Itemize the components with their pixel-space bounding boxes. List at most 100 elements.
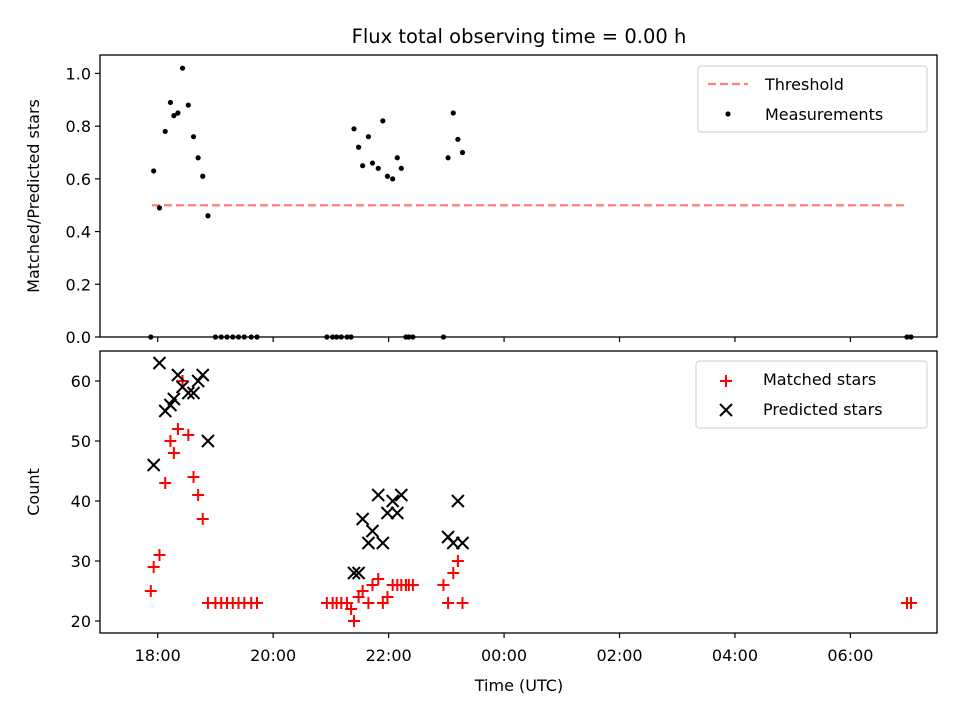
- measurement-point: [171, 113, 177, 119]
- matched-star-point: [372, 573, 385, 585]
- predicted-star-point: [167, 392, 181, 406]
- predicted-star-point: [146, 458, 161, 472]
- measurement-point: [445, 155, 451, 161]
- predicted-star-point: [380, 506, 395, 520]
- ratio-x-ticks: [157, 337, 852, 342]
- measurement-point: [185, 102, 191, 108]
- predicted-star-point: [376, 536, 390, 550]
- matched-star-point: [451, 555, 464, 567]
- time-x-tick-label: 22:00: [366, 646, 412, 665]
- measurement-point: [195, 155, 201, 161]
- matched-star-point: [356, 585, 369, 597]
- time-x-tick-label: 20:00: [250, 646, 296, 665]
- matched-star-point: [164, 435, 177, 447]
- predicted-star-point: [390, 506, 404, 520]
- predicted-stars-points: [146, 356, 470, 580]
- ratio-legend-box: [697, 65, 928, 133]
- count-y-tick-label: 60: [71, 372, 91, 391]
- legend-matched-swatch: [720, 375, 732, 387]
- measurement-point: [394, 155, 400, 161]
- matched-star-point: [456, 597, 469, 609]
- measurement-point: [365, 134, 372, 140]
- matched-star-point: [447, 567, 460, 579]
- matched-stars-points: [144, 375, 918, 627]
- predicted-star-point: [181, 386, 196, 400]
- time-x-tick-label: 00:00: [481, 646, 527, 665]
- measurement-point: [398, 165, 404, 171]
- count-panel: 20 30 40 50 60 18:00 20:00 22:00 00:00 02:00 04:0…: [24, 350, 938, 695]
- time-x-tick-label: 18:00: [135, 646, 181, 665]
- legend-predicted-swatch: [719, 403, 733, 417]
- matched-star-point: [366, 579, 379, 591]
- matched-star-point: [251, 597, 264, 609]
- matched-star-point: [192, 489, 205, 501]
- legend-predicted-label: Predicted stars: [763, 400, 883, 419]
- measurement-point: [175, 110, 181, 116]
- matched-star-point: [159, 477, 172, 489]
- measurement-point: [459, 149, 466, 156]
- count-y-ticks: 20 30 40 50 60: [71, 372, 100, 631]
- ratio-y-axis-label: Matched/Predicted stars: [24, 99, 43, 293]
- measurement-point: [167, 99, 174, 106]
- ratio-y-tick-label: 0.4: [66, 223, 91, 242]
- time-x-tick-label: 06:00: [827, 646, 873, 665]
- measurement-point: [360, 163, 366, 169]
- measurement-point: [351, 126, 357, 132]
- measurement-point: [156, 205, 163, 211]
- ratio-y-tick-label: 1.0: [66, 64, 91, 83]
- legend-measurements-label: Measurements: [765, 105, 883, 124]
- measurement-point: [390, 176, 396, 182]
- legend-matched-label: Matched stars: [763, 370, 876, 389]
- predicted-star-point: [163, 398, 178, 412]
- measurement-point: [375, 165, 381, 171]
- measurement-point: [179, 65, 186, 71]
- count-y-tick-label: 20: [71, 612, 91, 631]
- matched-star-point: [362, 597, 375, 609]
- matched-star-point: [182, 429, 195, 441]
- measurement-point: [200, 173, 206, 179]
- ratio-axes-frame: [99, 54, 938, 338]
- predicted-star-point: [365, 524, 380, 538]
- measurement-point: [380, 118, 386, 124]
- measurement-point: [455, 136, 461, 142]
- matched-star-point: [153, 549, 166, 561]
- ratio-y-tick-label: 0.2: [66, 275, 91, 294]
- count-axes-frame: [99, 350, 938, 634]
- measurement-point: [369, 160, 376, 166]
- time-x-tick-label: 02:00: [596, 646, 642, 665]
- matched-star-point: [187, 471, 200, 483]
- predicted-star-point: [361, 536, 376, 550]
- count-y-tick-label: 30: [71, 552, 91, 571]
- matched-star-point: [144, 585, 157, 597]
- predicted-star-point: [394, 488, 409, 502]
- predicted-star-point: [347, 566, 361, 580]
- predicted-star-point: [196, 368, 210, 382]
- legend-measurements-swatch: [725, 111, 731, 117]
- predicted-star-point: [152, 356, 167, 370]
- ratio-y-tick-label: 0.0: [66, 328, 91, 347]
- measurement-point: [162, 128, 168, 135]
- chart-title: Flux total observing time = 0.00 h: [352, 25, 687, 48]
- matched-star-point: [147, 561, 160, 573]
- measurement-point: [450, 110, 456, 116]
- count-x-ticks: 18:00 20:00 22:00 00:00 02:00 04:00 06:00: [135, 633, 873, 665]
- count-legend: Matched stars Predicted stars: [695, 360, 928, 429]
- predicted-star-point: [351, 566, 366, 580]
- predicted-star-point: [385, 494, 400, 508]
- measurement-point: [151, 168, 157, 174]
- measurement-point: [190, 134, 197, 140]
- measurement-point: [205, 213, 211, 219]
- measurement-point: [356, 144, 362, 150]
- predicted-star-point: [451, 494, 465, 508]
- predicted-star-point: [186, 386, 201, 400]
- matched-star-point: [442, 597, 455, 609]
- measurement-point: [384, 173, 391, 179]
- count-legend-box: [695, 360, 928, 429]
- legend-threshold-label: Threshold: [764, 75, 844, 94]
- ratio-y-tick-label: 0.8: [66, 117, 91, 136]
- ratio-y-ticks: 0.0 0.2 0.4 0.6 0.8 1.0: [66, 64, 100, 347]
- matched-star-point: [347, 615, 360, 627]
- matched-star-point: [171, 423, 184, 435]
- ratio-legend: Threshold Measurements: [697, 65, 928, 133]
